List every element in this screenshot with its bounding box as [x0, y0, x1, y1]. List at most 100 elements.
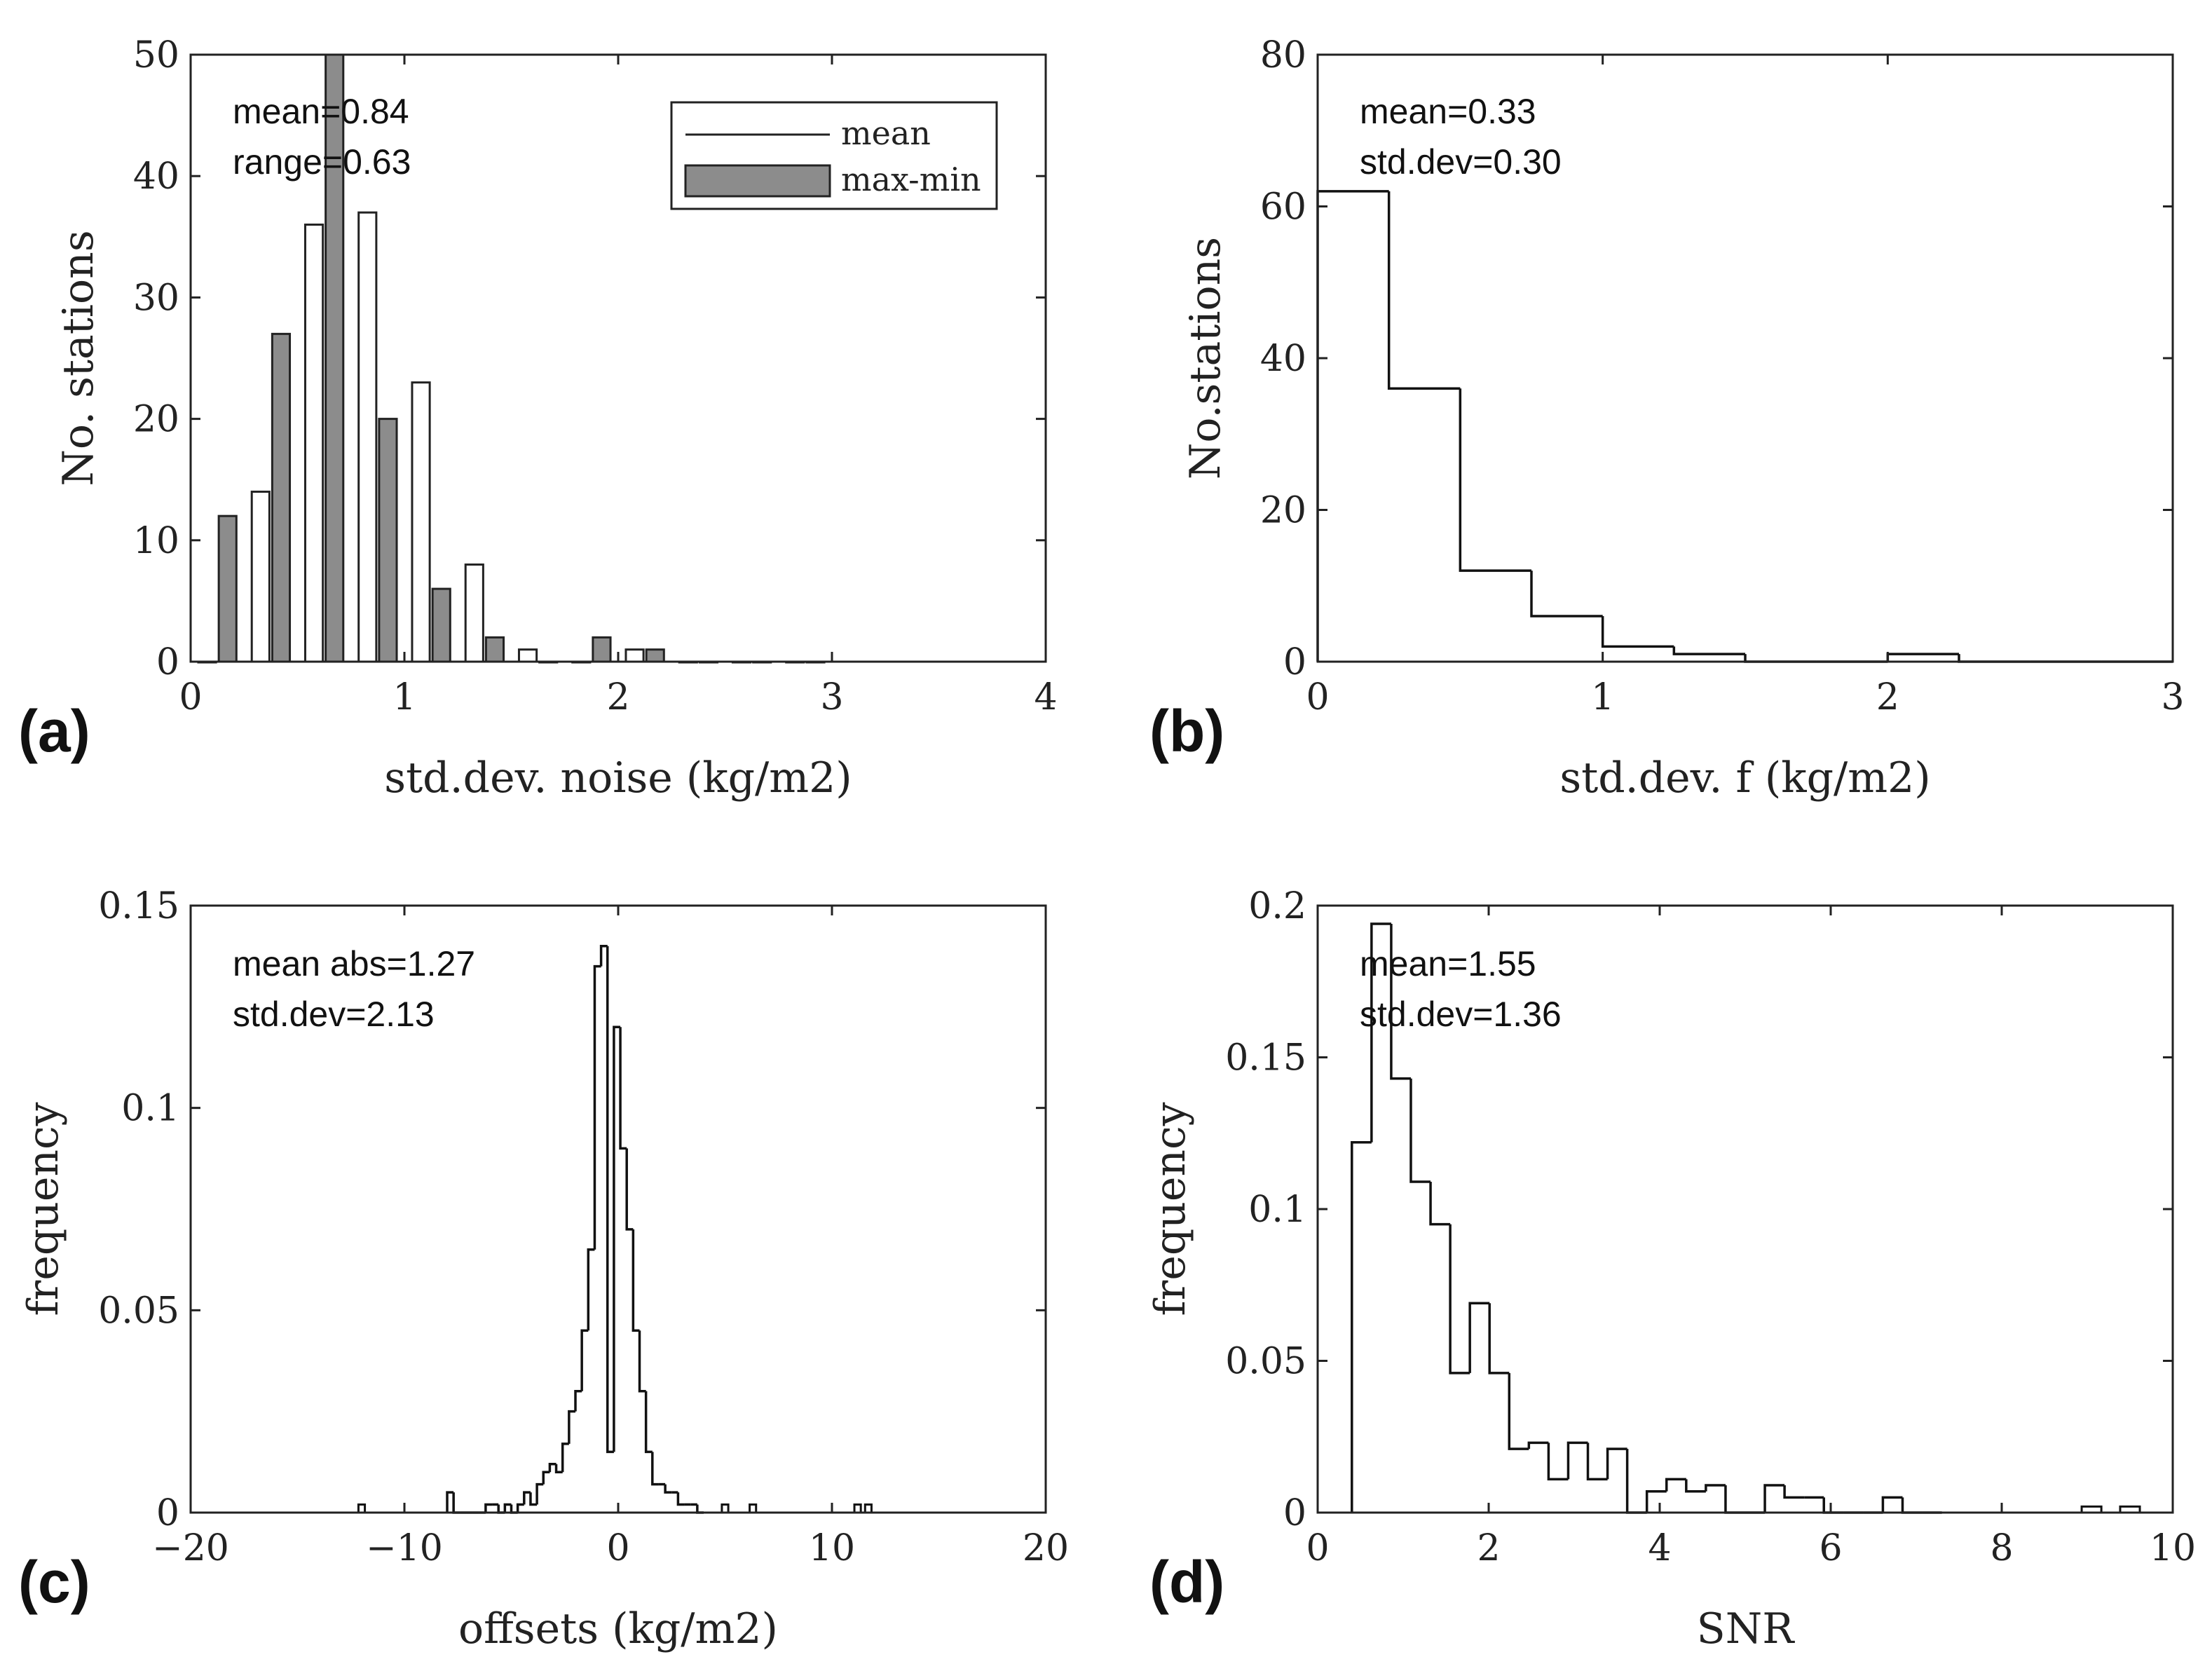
histogram-bin [503, 1503, 512, 1513]
histogram-bin [613, 1025, 621, 1452]
histogram-bin [574, 1390, 582, 1412]
histogram-bin [1459, 388, 1531, 572]
panel-b-label: (b) [1149, 698, 1224, 764]
panel-b-histogram [1316, 190, 2173, 663]
x-tick-label: 1 [392, 676, 416, 718]
histogram-bin [676, 1492, 685, 1506]
bar-mean [357, 211, 378, 663]
y-tick-label: 0 [156, 641, 179, 683]
panel-d-annotation-std: std.dev=1.36 [1360, 995, 1562, 1034]
histogram-bin [1625, 1449, 1647, 1514]
histogram-bin [599, 944, 608, 967]
x-tick-label: 0 [606, 1527, 629, 1569]
histogram-bin [1370, 922, 1391, 1143]
bar-mean [411, 381, 431, 663]
histogram-bin [529, 1492, 538, 1506]
x-tick-label: 0 [1306, 676, 1329, 718]
histogram-bin [1645, 1489, 1667, 1513]
panel-a-annotation-range: range=0.63 [233, 142, 411, 182]
panel-d-ticks: 0 2 4 6 8 10 0 0.05 0.1 0.15 0.2 [1225, 885, 2196, 1569]
y-tick-label: 20 [1260, 490, 1306, 532]
histogram-bin [484, 1503, 493, 1513]
y-tick-label: 0 [156, 1492, 179, 1534]
histogram-bin [1606, 1447, 1627, 1480]
legend-maxmin-label: max-min [841, 161, 981, 198]
bar-max-min [592, 636, 612, 663]
histogram-outlier-bin [2080, 1505, 2103, 1513]
histogram-bin [1763, 1484, 1785, 1513]
x-tick-label: 2 [1477, 1527, 1500, 1569]
x-tick-label: 10 [2150, 1527, 2196, 1569]
bar-mean [303, 223, 325, 663]
histogram-bin [651, 1452, 659, 1486]
histogram-bin [644, 1391, 653, 1454]
x-tick-label: 2 [606, 676, 629, 718]
histogram-bin [452, 1492, 460, 1514]
histogram-outlier-bin [357, 1503, 367, 1513]
histogram-bin [446, 1491, 454, 1513]
panel-c-annotation-std: std.dev=2.13 [233, 995, 435, 1034]
x-tick-label: −10 [366, 1527, 443, 1569]
histogram-bin [1351, 1140, 1372, 1513]
histogram-bin [1390, 923, 1411, 1080]
histogram-bin [1387, 191, 1461, 390]
histogram-bin [625, 1148, 634, 1231]
histogram-bin [542, 1471, 550, 1485]
bar-max-min [431, 587, 451, 663]
histogram-bin [1409, 1078, 1431, 1183]
histogram-bin [523, 1491, 531, 1505]
histogram-bin [1530, 571, 1603, 618]
bar-max-min [645, 648, 665, 663]
panel-d-label: (d) [1149, 1549, 1224, 1615]
x-tick-label: 4 [1034, 676, 1057, 718]
bar-mean [624, 648, 645, 663]
x-tick-label: 2 [1876, 676, 1899, 718]
panel-c-ticks: −20 −10 0 10 20 0 0.05 0.1 0.15 [98, 885, 1069, 1569]
histogram-bin [1601, 616, 1674, 648]
histogram-bin [1429, 1182, 1451, 1226]
histogram-bin [664, 1484, 672, 1494]
histogram-bin [1744, 654, 1817, 663]
histogram-bin [548, 1462, 557, 1473]
x-tick-label: −20 [152, 1527, 229, 1569]
panel-b-ticks: 0 1 2 3 0 20 40 60 80 [1260, 34, 2185, 718]
legend-maxmin-swatch [684, 164, 831, 198]
histogram-bin [631, 1229, 640, 1332]
panel-b-annotation-std: std.dev=0.30 [1360, 142, 1562, 182]
histogram-bin [1901, 1497, 1923, 1514]
x-tick-label: 0 [1306, 1527, 1329, 1569]
panel-a-legend: mean max-min [670, 101, 998, 210]
x-tick-label: 1 [1591, 676, 1614, 718]
histogram-bin [1783, 1485, 1805, 1499]
histogram-bin [619, 1027, 627, 1150]
histogram-bin [1316, 190, 1389, 662]
bar-max-min [271, 332, 292, 663]
panel-a-annotation-mean: mean=0.84 [233, 92, 409, 131]
histogram-bin [587, 1248, 595, 1331]
histogram-bin [1685, 1479, 1706, 1493]
panel-b: 0 1 2 3 0 20 40 60 80 mean=0.33 std.dev=0.30 std… [1149, 34, 2185, 803]
panel-b-xlabel: std.dev. f (kg/m2) [1559, 753, 1930, 803]
panel-a-ylabel: No. stations [54, 230, 103, 486]
bar-mean [464, 563, 484, 663]
panel-d-ylabel: frequency [1146, 1102, 1195, 1316]
histogram-outlier-bin [749, 1503, 758, 1513]
panel-b-ylabel: No.stations [1181, 237, 1230, 479]
histogram-bin [568, 1410, 575, 1444]
histogram-bin [554, 1464, 563, 1474]
panel-b-annotation-mean: mean=0.33 [1360, 92, 1536, 131]
panel-d-annotation-mean: mean=1.55 [1360, 944, 1536, 983]
y-tick-label: 50 [133, 34, 179, 76]
y-tick-label: 20 [133, 399, 179, 441]
y-tick-label: 10 [133, 520, 179, 562]
histogram-bin [1508, 1372, 1529, 1450]
histogram-bin [1449, 1224, 1470, 1375]
panel-c-xlabel: offsets (kg/m2) [458, 1604, 778, 1653]
x-tick-label: 0 [179, 676, 202, 718]
histogram-bin [593, 964, 601, 1250]
panel-a-label: (a) [18, 698, 90, 764]
histogram-bin [1822, 1497, 1844, 1514]
y-tick-label: 0.05 [1225, 1341, 1306, 1383]
histogram-outlier-bin [863, 1503, 873, 1513]
